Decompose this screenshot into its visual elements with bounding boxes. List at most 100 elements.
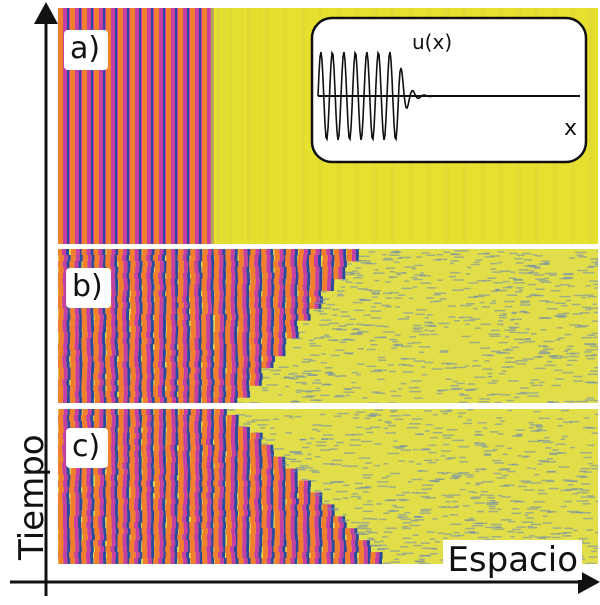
pattern-cell [297, 522, 303, 529]
pattern-cell [74, 552, 79, 559]
pattern-cell [342, 528, 346, 535]
pattern-cell [105, 546, 111, 553]
pattern-cell [286, 326, 292, 333]
pattern-cell [307, 314, 311, 321]
pattern-cell [134, 462, 139, 470]
pattern-cell [242, 450, 247, 458]
pattern-cell [75, 468, 80, 476]
pattern-cell [473, 307, 478, 310]
pattern-cell [489, 335, 501, 337]
pattern-cell [412, 286, 418, 288]
pattern-cell [315, 510, 320, 517]
pattern-cell [115, 266, 119, 274]
pattern-cell [163, 534, 167, 541]
pattern-cell [134, 456, 139, 464]
pattern-cell [466, 389, 475, 392]
pattern-cell [330, 249, 334, 256]
pattern-cell [556, 327, 563, 329]
pattern-cell [67, 516, 71, 523]
pattern-cell [74, 528, 79, 535]
pattern-cell [247, 432, 251, 440]
pattern-cell [134, 337, 139, 345]
pattern-cell [79, 468, 83, 476]
pattern-cell [226, 385, 232, 392]
pattern-cell [198, 492, 202, 500]
pattern-cell [118, 450, 124, 458]
pattern-cell [389, 276, 398, 278]
pattern-cell [307, 492, 311, 500]
pattern-cell [467, 296, 477, 298]
pattern-cell [175, 302, 179, 309]
pattern-cell [159, 379, 164, 386]
pattern-cell [285, 504, 291, 511]
pattern-cell [81, 492, 87, 500]
pattern-cell [103, 254, 107, 262]
pattern-cell [219, 320, 224, 327]
pattern-cell [69, 414, 75, 422]
pattern-cell [127, 426, 131, 434]
pattern-cell [584, 399, 595, 401]
pattern-cell [412, 324, 422, 327]
pattern-cell [590, 370, 598, 372]
pattern-cell [225, 432, 231, 440]
pattern-cell [118, 552, 124, 559]
pattern-cell [441, 494, 452, 497]
pattern-cell [464, 397, 472, 400]
pattern-cell [210, 504, 214, 511]
pattern-cell [199, 367, 203, 374]
pattern-cell [308, 359, 316, 362]
pattern-cell [320, 425, 332, 427]
pattern-cell [242, 290, 247, 297]
pattern-cell [392, 510, 399, 512]
pattern-cell [251, 419, 261, 421]
pattern-cell [105, 8, 106, 244]
pattern-cell [171, 320, 176, 327]
pattern-cell [310, 284, 316, 292]
pattern-cell [510, 346, 520, 349]
pattern-cell [187, 558, 191, 564]
pattern-cell [543, 340, 555, 343]
pattern-cell [189, 8, 190, 244]
pattern-cell [563, 276, 572, 279]
pattern-cell [242, 546, 247, 553]
pattern-cell [338, 558, 343, 564]
pattern-cell [556, 418, 564, 420]
pattern-cell [138, 254, 142, 262]
pattern-cell [142, 414, 148, 422]
pattern-cell [190, 320, 196, 327]
pattern-cell [106, 558, 112, 564]
pattern-cell [282, 302, 286, 309]
pattern-cell [443, 537, 448, 539]
pattern-cell [433, 259, 441, 261]
pattern-cell [202, 444, 208, 452]
pattern-cell [266, 486, 271, 494]
pattern-cell [560, 356, 568, 358]
pattern-cell [369, 426, 381, 429]
pattern-cell [182, 379, 187, 386]
pattern-cell [335, 394, 344, 397]
pattern-cell [591, 550, 598, 553]
pattern-cell [420, 510, 430, 512]
pattern-cell [582, 503, 591, 505]
pattern-cell [369, 539, 376, 541]
pattern-cell [246, 284, 250, 292]
pattern-cell [508, 277, 517, 280]
pattern-cell [246, 343, 250, 351]
pattern-cell [234, 498, 238, 505]
pattern-cell [163, 409, 167, 416]
pattern-cell [211, 468, 215, 476]
pattern-cell [190, 438, 196, 446]
pattern-cell [219, 546, 224, 553]
pattern-cell [142, 486, 148, 494]
pattern-cell [187, 498, 191, 505]
pattern-cell [320, 319, 332, 321]
pattern-cell [135, 266, 140, 274]
pattern-cell [66, 492, 70, 500]
pattern-cell [134, 254, 139, 262]
pattern-cell [75, 420, 80, 428]
pattern-cell [214, 474, 220, 482]
pattern-cell [75, 379, 80, 386]
pattern-cell [58, 414, 63, 422]
pattern-cell [501, 370, 507, 372]
pattern-cell [81, 558, 87, 564]
